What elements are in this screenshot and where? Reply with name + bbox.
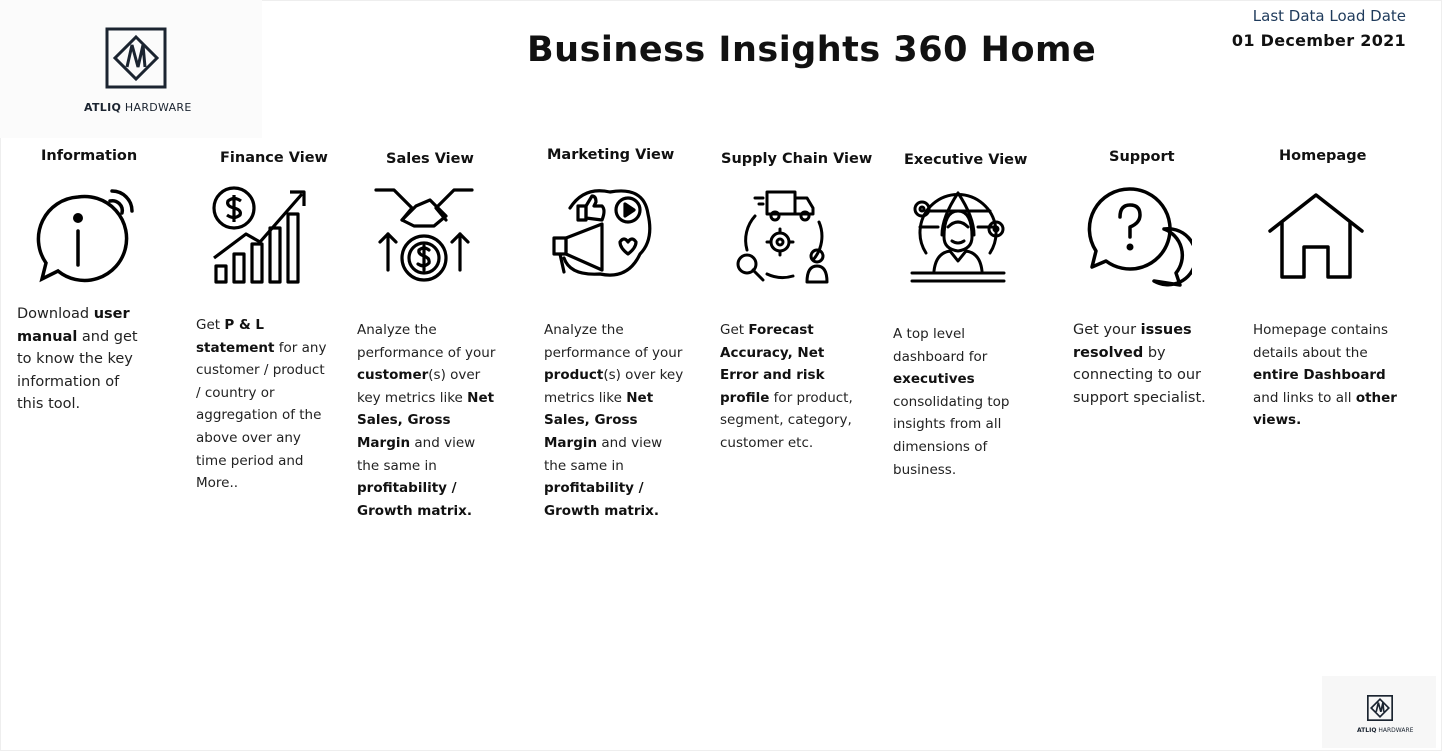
desc-text: Get	[720, 322, 749, 338]
footer-logo: ATLIQ HARDWARE	[1322, 676, 1436, 748]
tab-finance-title[interactable]: Finance View	[220, 150, 328, 166]
megaphone-marketing-icon[interactable]	[550, 184, 654, 288]
desc-bold-text: entire Dashboard	[1253, 367, 1386, 384]
tile-support-desc: Get your issues resolved by connecting t…	[1073, 319, 1223, 409]
tile-executive-desc: A top level dashboard for executives con…	[893, 323, 1038, 481]
desc-text: by connecting to our support specialist.	[1073, 344, 1206, 406]
desc-bold-text: executives	[893, 371, 975, 388]
desc-text: (s) over key metrics like	[357, 367, 481, 406]
atliq-footer-mark-icon	[1367, 695, 1393, 721]
desc-text: Analyze the performance of your	[357, 322, 496, 361]
tile-information-desc: Download user manual and get to know the…	[17, 303, 147, 416]
supply-chain-icon[interactable]	[733, 188, 833, 286]
desc-bold-text: product	[544, 367, 604, 384]
executive-icon[interactable]	[908, 187, 1008, 285]
atliq-logo-mark-icon	[105, 27, 167, 89]
home-icon[interactable]	[1266, 191, 1366, 281]
desc-text: for any customer / product / country or …	[196, 339, 327, 492]
desc-bold-text: issues resolved	[1073, 322, 1192, 361]
handshake-money-icon[interactable]	[374, 186, 474, 286]
desc-text: Get your	[1073, 322, 1141, 338]
tab-sales-title[interactable]: Sales View	[386, 151, 474, 167]
tab-supply-chain-title[interactable]: Supply Chain View	[721, 151, 873, 167]
desc-text: (s) over key metrics like	[544, 367, 684, 406]
desc-bold-text: profitability / Growth matrix.	[544, 480, 660, 519]
tab-homepage-title[interactable]: Homepage	[1279, 148, 1367, 164]
desc-bold-text: other views.	[1253, 389, 1397, 429]
tile-marketing-desc: Analyze the performance of your product(…	[544, 319, 684, 522]
support-question-icon[interactable]	[1086, 185, 1192, 289]
last-load-label: Last Data Load Date	[1252, 7, 1406, 25]
desc-bold-text: user manual	[17, 306, 130, 345]
tile-homepage-desc: Homepage contains details about the enti…	[1253, 319, 1403, 432]
tab-information-title[interactable]: Information	[41, 148, 138, 164]
desc-bold-text: profitability / Growth matrix.	[357, 480, 473, 519]
finance-growth-icon[interactable]	[210, 184, 314, 286]
footer-logo-text: ATLIQ HARDWARE	[1357, 727, 1414, 734]
desc-bold-text: Net Sales, Gross Margin	[544, 389, 654, 451]
desc-text: Download	[17, 306, 94, 322]
desc-bold-text: Net Sales, Gross Margin	[357, 389, 495, 451]
last-load-date: 01 December 2021	[1231, 31, 1406, 50]
desc-bold-text: P & L statement	[196, 317, 275, 356]
desc-bold-text: customer	[357, 367, 429, 384]
page-title: Business Insights 360 Home	[527, 30, 1097, 70]
logo-text: ATLIQ HARDWARE	[84, 101, 192, 114]
tile-finance-desc: Get P & L statement for any customer / p…	[196, 314, 331, 495]
desc-text: and view the same in	[357, 434, 476, 474]
tile-sales-desc: Analyze the performance of your customer…	[357, 319, 497, 522]
tab-marketing-title[interactable]: Marketing View	[547, 147, 675, 163]
tab-support-title[interactable]: Support	[1109, 149, 1175, 165]
tab-executive-title[interactable]: Executive View	[904, 152, 1028, 168]
desc-text: Homepage contains details about the	[1253, 322, 1389, 361]
desc-text: and links to all	[1253, 389, 1356, 406]
atliq-logo: ATLIQ HARDWARE	[0, 0, 262, 138]
desc-text: A top level dashboard for	[893, 326, 988, 365]
desc-text: consolidating top insights from all dime…	[893, 393, 1010, 478]
info-icon[interactable]	[32, 185, 136, 285]
desc-text: Analyze the performance of your	[544, 322, 683, 361]
desc-text: Get	[196, 317, 225, 333]
tile-supply-chain-desc: Get Forecast Accuracy, Net Error and ris…	[720, 319, 860, 455]
desc-text: and get to know the key information of t…	[17, 328, 138, 413]
desc-text: for product, segment, category, customer…	[720, 389, 853, 451]
desc-text: and view the same in	[544, 434, 663, 474]
desc-bold-text: Forecast Accuracy, Net Error and risk pr…	[720, 322, 825, 406]
